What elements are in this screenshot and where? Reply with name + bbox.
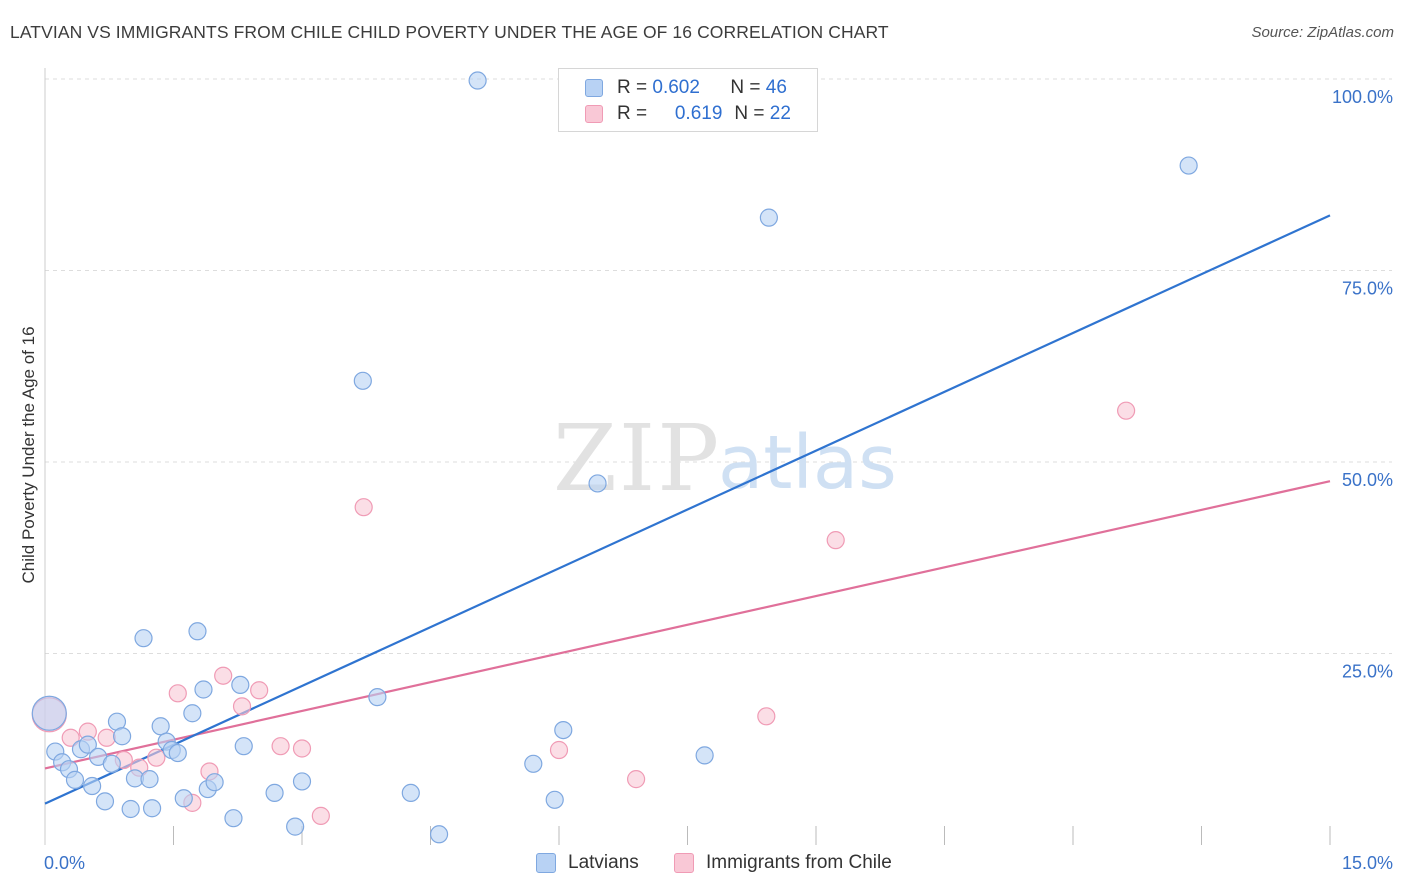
legend-item-chile[interactable]: Immigrants from Chile <box>674 852 892 874</box>
r-label: R = <box>617 77 648 98</box>
legend-label: Latvians <box>568 852 639 873</box>
chile-swatch <box>674 853 694 873</box>
chile-point <box>826 531 845 550</box>
x-tick-label: 15.0% <box>1342 853 1393 873</box>
watermark-zip: ZIP <box>553 405 721 512</box>
latvians-point <box>286 817 305 836</box>
chile-point <box>232 697 252 716</box>
watermark-atlas: atlas <box>718 420 897 506</box>
latvians-point <box>65 770 85 789</box>
latvians-point <box>140 770 159 789</box>
r-label: R = <box>617 103 648 124</box>
chile-point <box>97 728 116 747</box>
latvians-point <box>112 727 132 746</box>
n-value: 22 <box>769 103 791 124</box>
r-value: 0.602 <box>652 77 700 98</box>
latvians-point <box>194 680 213 699</box>
legend-item-latvians[interactable]: Latvians <box>536 852 639 874</box>
latvians-point <box>205 773 224 792</box>
y-axis-title: Child Poverty Under the Age of 16 <box>19 326 38 583</box>
stats-legend: R = 0.602 N = 46 R = 0.619 N = 22 <box>558 68 818 132</box>
stats-row-latvians: R = 0.602 N = 46 <box>585 76 787 100</box>
chile-point <box>214 666 233 685</box>
latvians-point <box>429 825 449 844</box>
y-tick-label: 50.0% <box>1342 470 1393 490</box>
grid-lines <box>45 78 1392 654</box>
watermark: ZIP atlas <box>553 405 897 512</box>
latvians-point <box>102 754 121 773</box>
chile-point <box>147 748 166 767</box>
latvians-trend-line <box>44 214 1331 805</box>
stats-row-chile: R = 0.619 N = 22 <box>585 102 791 126</box>
latvians-point <box>1179 156 1198 175</box>
tick-labels: 25.0% 50.0% 75.0% 100.0% 0.0% 15.0% <box>44 87 1393 873</box>
chile-point <box>271 737 290 756</box>
data-points <box>31 71 1198 844</box>
latvians-point <box>468 71 487 90</box>
latvians-point <box>554 720 573 740</box>
latvians-point <box>83 776 102 796</box>
n-label: N = <box>734 103 765 124</box>
latvians-point <box>695 746 714 765</box>
latvians-point <box>151 717 170 736</box>
chile-point <box>757 707 776 726</box>
latvians-point <box>759 208 778 227</box>
chile-point <box>354 498 373 517</box>
chile-point <box>311 806 330 825</box>
latvians-point <box>134 629 153 648</box>
latvians-point <box>78 735 97 754</box>
y-tick-label: 75.0% <box>1342 279 1393 299</box>
latvians-point <box>292 772 312 791</box>
latvians-point <box>524 754 543 773</box>
n-value: 46 <box>765 77 787 98</box>
chart-title: LATVIAN VS IMMIGRANTS FROM CHILE CHILD P… <box>10 22 889 42</box>
latvians-point <box>401 783 420 803</box>
latvians-point <box>168 743 187 763</box>
chile-swatch <box>585 105 603 123</box>
latvians-point <box>234 737 253 756</box>
latvians-point <box>183 704 202 723</box>
chart-source: Source: ZipAtlas.com <box>1251 24 1394 41</box>
latvians-point <box>95 792 115 811</box>
latvians-point <box>588 474 607 493</box>
latvians-point <box>31 695 67 731</box>
n-label: N = <box>730 77 761 98</box>
latvians-point <box>224 809 243 828</box>
chile-point <box>292 739 312 758</box>
y-tick-label: 100.0% <box>1332 87 1393 107</box>
legend-label: Immigrants from Chile <box>706 852 892 873</box>
chile-point <box>61 728 80 747</box>
series-legend: Latvians Immigrants from Chile <box>0 850 1406 878</box>
chile-point <box>250 681 269 700</box>
latvians-point <box>368 688 387 707</box>
chile-point <box>549 740 569 760</box>
chile-point <box>626 770 646 789</box>
latvians-swatch <box>585 79 603 97</box>
r-value: 0.619 <box>674 103 723 124</box>
x-tick-label: 0.0% <box>44 853 85 873</box>
chile-point <box>168 684 187 703</box>
y-tick-label: 25.0% <box>1342 662 1393 682</box>
latvians-point <box>142 799 162 818</box>
chile-point <box>1117 401 1136 420</box>
trend-lines <box>44 214 1331 805</box>
latvians-swatch <box>536 853 556 873</box>
latvians-point <box>188 622 207 641</box>
latvians-point <box>121 799 140 819</box>
chile-trend-line <box>44 480 1331 770</box>
latvians-point <box>353 371 372 390</box>
latvians-point <box>545 790 564 809</box>
latvians-point <box>265 783 284 803</box>
latvians-point <box>174 789 193 808</box>
latvians-point <box>231 675 250 695</box>
